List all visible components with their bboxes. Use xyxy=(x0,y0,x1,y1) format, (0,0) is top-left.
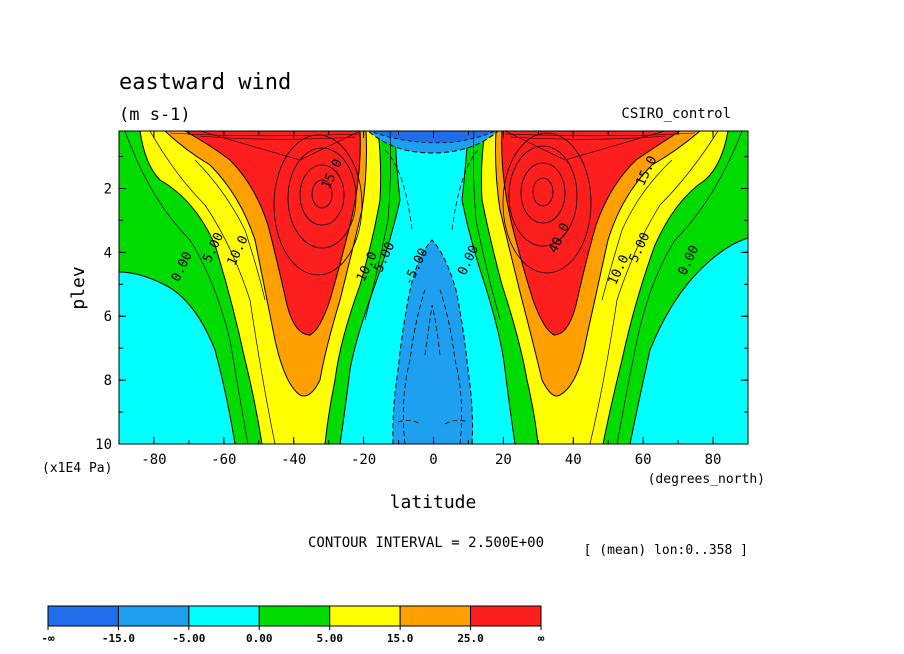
x-tick-label: -60 xyxy=(211,452,236,468)
contour-interval-note: CONTOUR INTERVAL = 2.500E+00 xyxy=(308,535,544,551)
x-tick-label: -40 xyxy=(281,452,306,468)
y-tick-label: 4 xyxy=(104,245,112,261)
colorbar: -∞ -15.0 -5.00 0.00 5.00 15.0 25.0 ∞ xyxy=(41,605,545,645)
y-tick-label: 6 xyxy=(104,309,112,325)
x-tick-label: -80 xyxy=(141,452,166,468)
chart-title: eastward wind xyxy=(119,70,291,95)
x-tick-label: 60 xyxy=(635,452,652,468)
y-axis: 2 4 6 8 10 xyxy=(95,156,748,453)
y-tick-label: 8 xyxy=(104,373,112,389)
negative-dashed-contours xyxy=(384,149,479,444)
band-right-jet xyxy=(501,131,681,336)
colorbar-bin xyxy=(258,605,331,627)
x-axis-units: (degrees_north) xyxy=(648,472,765,487)
x-tick-label: 20 xyxy=(495,452,512,468)
x-axis: -80 -60 -40 -20 0 20 40 60 80 xyxy=(118,131,749,468)
colorbar-bin xyxy=(329,605,401,627)
colorbar-label: ∞ xyxy=(538,632,545,645)
colorbar-label: -∞ xyxy=(41,632,55,645)
colorbar-bin xyxy=(47,605,119,627)
colorbar-label: -15.0 xyxy=(102,632,135,645)
colorbar-bin xyxy=(117,605,190,627)
y-axis-label: plev xyxy=(68,266,89,309)
colorbar-label: 15.0 xyxy=(387,632,414,645)
model-name: CSIRO_control xyxy=(621,106,731,122)
lower-easterly-region xyxy=(392,239,473,444)
x-tick-label: 0 xyxy=(429,452,437,468)
y-tick-label: 2 xyxy=(104,181,112,197)
colorbar-bin xyxy=(470,605,542,627)
y-axis-units: (x1E4 Pa) xyxy=(42,461,112,476)
colorbar-label: 0.00 xyxy=(246,632,273,645)
x-axis-label: latitude xyxy=(390,492,477,513)
y-tick-label: 10 xyxy=(95,437,112,453)
colorbar-bin xyxy=(188,605,260,627)
x-tick-label: -20 xyxy=(351,452,376,468)
thin-positive-contours xyxy=(124,131,743,444)
colorbar-label: -5.00 xyxy=(172,632,205,645)
right-jet-core-contours xyxy=(502,132,592,274)
mean-note: [ (mean) lon:0..358 ] xyxy=(584,543,748,558)
colorbar-label: 25.0 xyxy=(457,632,484,645)
x-tick-label: 80 xyxy=(705,452,722,468)
colorbar-label: 5.00 xyxy=(316,632,343,645)
top-dense-contours xyxy=(169,131,696,161)
x-tick-label: 40 xyxy=(565,452,582,468)
contour-plot-area xyxy=(119,131,748,444)
chart-units: (m s-1) xyxy=(119,105,191,125)
colorbar-bin xyxy=(399,605,472,627)
strong-easterly-core xyxy=(369,131,496,144)
